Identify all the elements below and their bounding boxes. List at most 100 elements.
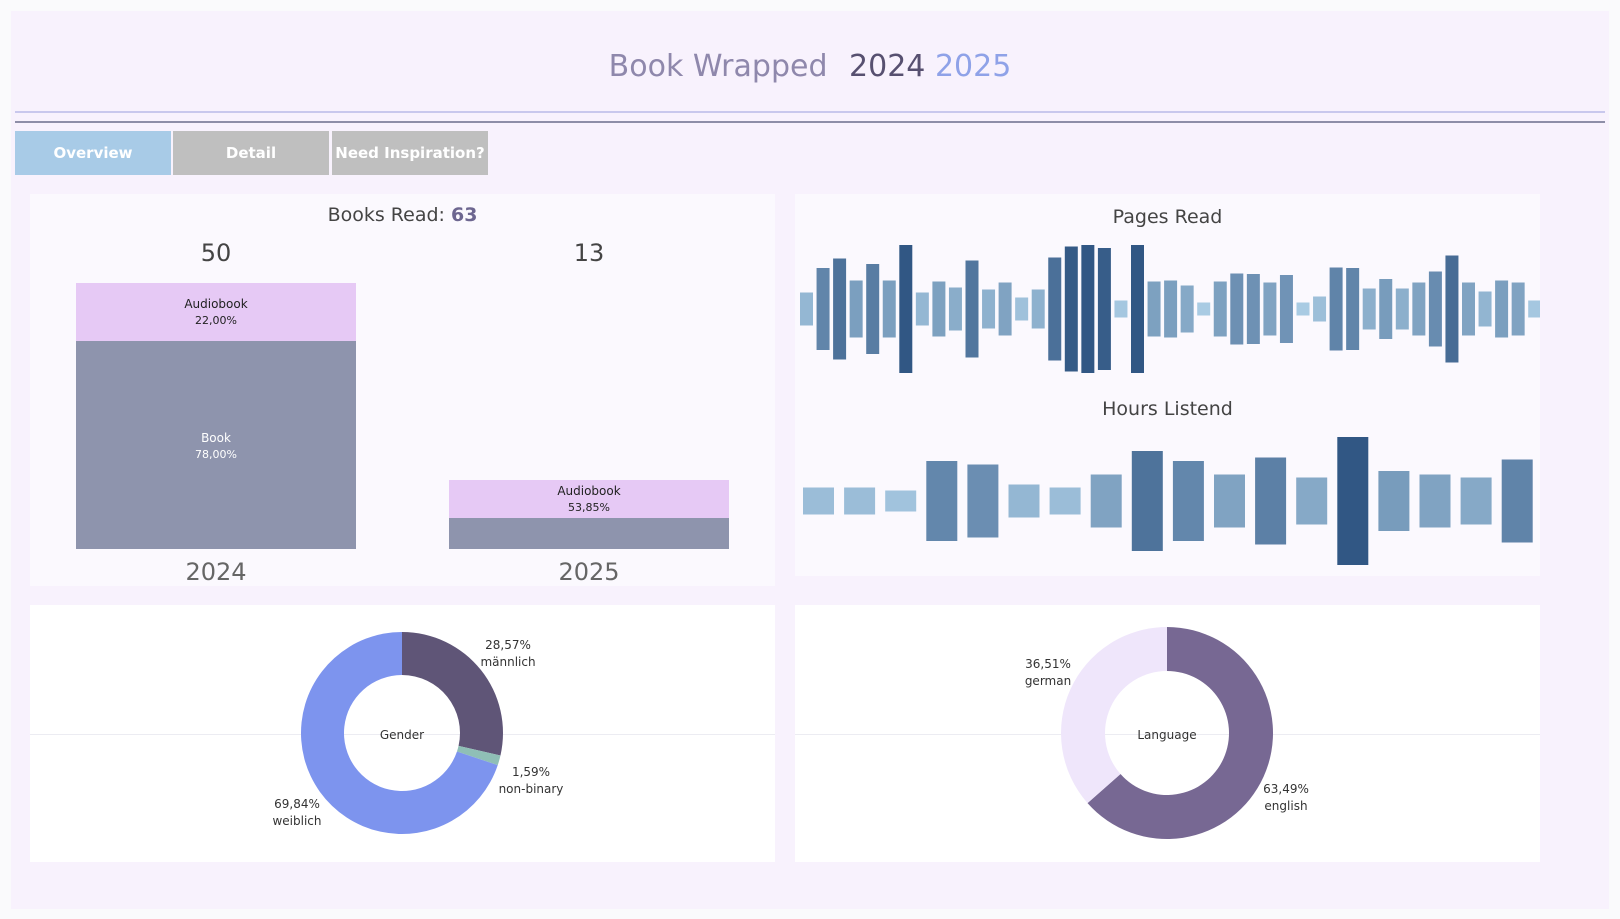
year-label-2024: 2024 (185, 558, 247, 586)
tab-overview[interactable]: Overview (15, 131, 171, 175)
donut-slice-german[interactable] (1061, 627, 1167, 804)
dashboard: Book Wrapped 2024 2025 Overview Detail N… (11, 11, 1609, 909)
books-read-title-text: Books Read: (327, 204, 445, 226)
language-donut-chart: Language 63,49% english 36,51% german (1025, 627, 1309, 839)
label-weiblich-name: weiblich (272, 814, 321, 828)
donut-slice-non-binary[interactable] (456, 745, 501, 766)
pages-read-bar[interactable] (1081, 245, 1095, 373)
label-english-name: english (1264, 799, 1307, 813)
books-read-panel: Books Read: 63 50 13 Audiobook 22,00% Bo… (30, 194, 775, 586)
hours-listend-bar[interactable] (1172, 461, 1204, 541)
bar-label: Book (201, 431, 231, 445)
pages-read-bar[interactable] (1197, 302, 1211, 316)
count-2025: 13 (573, 239, 605, 267)
hours-listend-bar[interactable] (885, 490, 917, 512)
year-label-2025: 2025 (558, 558, 620, 586)
pages-read-bar[interactable] (800, 292, 813, 326)
pages-read-bar[interactable] (1246, 274, 1260, 344)
hours-listend-bar[interactable] (1090, 474, 1122, 528)
pages-read-bar[interactable] (833, 258, 847, 360)
pages-read-bar[interactable] (1296, 302, 1310, 316)
donut-slice-weiblich[interactable] (301, 632, 498, 834)
pages-read-bar[interactable] (1230, 273, 1244, 345)
hours-listend-bar[interactable] (1419, 474, 1451, 528)
label-german-name: german (1025, 674, 1071, 688)
bar-2024-book[interactable]: Book 78,00% (76, 341, 356, 549)
pages-read-bar[interactable] (1147, 281, 1161, 337)
pages-read-bar[interactable] (1313, 296, 1327, 322)
pages-read-bar[interactable] (1015, 297, 1029, 321)
pages-read-bar[interactable] (1462, 282, 1475, 336)
hours-listend-bar[interactable] (967, 464, 999, 538)
title-year-2024: 2024 (849, 49, 926, 84)
pages-read-bar[interactable] (1346, 268, 1360, 350)
hours-listend-bar[interactable] (1296, 477, 1328, 525)
hours-listend-bar[interactable] (1501, 459, 1533, 543)
donut-slice-m-nnlich[interactable] (402, 632, 503, 756)
bar-percent: 53,85% (568, 501, 610, 514)
bar-label: Audiobook (184, 297, 248, 311)
pages-read-bar[interactable] (816, 268, 830, 350)
count-2024: 50 (200, 239, 232, 267)
hours-listend-bar[interactable] (803, 487, 834, 515)
hours-listend-bar[interactable] (1255, 457, 1287, 545)
hours-listend-bar[interactable] (1214, 474, 1245, 528)
gender-center-label: Gender (380, 728, 424, 742)
gridline (30, 734, 775, 735)
hours-listend-bar[interactable] (1337, 437, 1369, 565)
title-year-2025: 2025 (934, 49, 1012, 84)
pages-read-bar[interactable] (1379, 279, 1393, 339)
pages-read-bar[interactable] (965, 260, 979, 358)
pages-read-bar[interactable] (1412, 282, 1426, 336)
pages-read-bar[interactable] (849, 280, 863, 338)
bar-2025-book[interactable] (449, 518, 729, 549)
pages-read-bar[interactable] (1329, 267, 1343, 351)
bar-2024-audiobook[interactable]: Audiobook 22,00% (76, 283, 356, 341)
pages-read-bar[interactable] (899, 245, 913, 373)
hours-listend-bar[interactable] (1460, 477, 1492, 525)
pages-read-bar[interactable] (982, 289, 996, 329)
hours-listend-bar[interactable] (1131, 451, 1163, 551)
pages-read-bar[interactable] (1445, 255, 1459, 363)
pages-read-bar[interactable] (1031, 289, 1045, 329)
pages-read-bar[interactable] (1164, 280, 1178, 338)
language-center-label: Language (1137, 728, 1196, 742)
pages-read-bar[interactable] (1180, 285, 1194, 333)
pages-read-bar[interactable] (1131, 245, 1144, 373)
pages-read-bar[interactable] (1213, 281, 1227, 337)
donut-slice-english[interactable] (1087, 627, 1273, 839)
pages-read-bar[interactable] (1114, 300, 1128, 318)
tab-detail[interactable]: Detail (173, 131, 329, 175)
pages-read-bar[interactable] (932, 281, 946, 337)
hours-listend-bar[interactable] (926, 461, 958, 541)
tab-need-inspiration[interactable]: Need Inspiration? (332, 131, 488, 175)
pages-read-bar[interactable] (1048, 257, 1062, 361)
hours-listend-bar[interactable] (844, 487, 876, 515)
header-divider-light (15, 111, 1605, 113)
pages-read-bar[interactable] (1395, 288, 1409, 330)
pages-read-bar[interactable] (998, 282, 1012, 336)
pages-read-bar[interactable] (882, 280, 896, 338)
pages-read-bar[interactable] (1478, 291, 1492, 327)
label-nonbinary-name: non-binary (499, 782, 564, 796)
pages-read-bar[interactable] (1428, 271, 1442, 347)
pages-read-bar[interactable] (1528, 300, 1540, 318)
reading-activity-panel: Pages Read Hours Listend (795, 194, 1540, 576)
label-nonbinary-pct: 1,59% (512, 765, 550, 779)
hours-listend-bar[interactable] (1378, 471, 1410, 531)
pages-read-bar[interactable] (1263, 282, 1277, 336)
pages-read-bar[interactable] (1064, 246, 1078, 372)
pages-read-bar[interactable] (866, 264, 880, 354)
pages-read-bar[interactable] (1097, 248, 1111, 370)
bar-2025-audiobook[interactable]: Audiobook 53,85% (449, 480, 729, 518)
pages-read-bar[interactable] (1511, 282, 1525, 336)
gridline (795, 734, 1540, 735)
bar-percent: 22,00% (195, 314, 237, 327)
pages-read-bar[interactable] (1362, 288, 1376, 330)
pages-read-bar[interactable] (948, 287, 962, 331)
hours-listend-bar[interactable] (1049, 487, 1081, 515)
pages-read-bar[interactable] (1279, 275, 1293, 343)
pages-read-bar[interactable] (1495, 280, 1509, 338)
pages-read-bar[interactable] (915, 292, 929, 326)
hours-listend-bar[interactable] (1008, 484, 1040, 518)
